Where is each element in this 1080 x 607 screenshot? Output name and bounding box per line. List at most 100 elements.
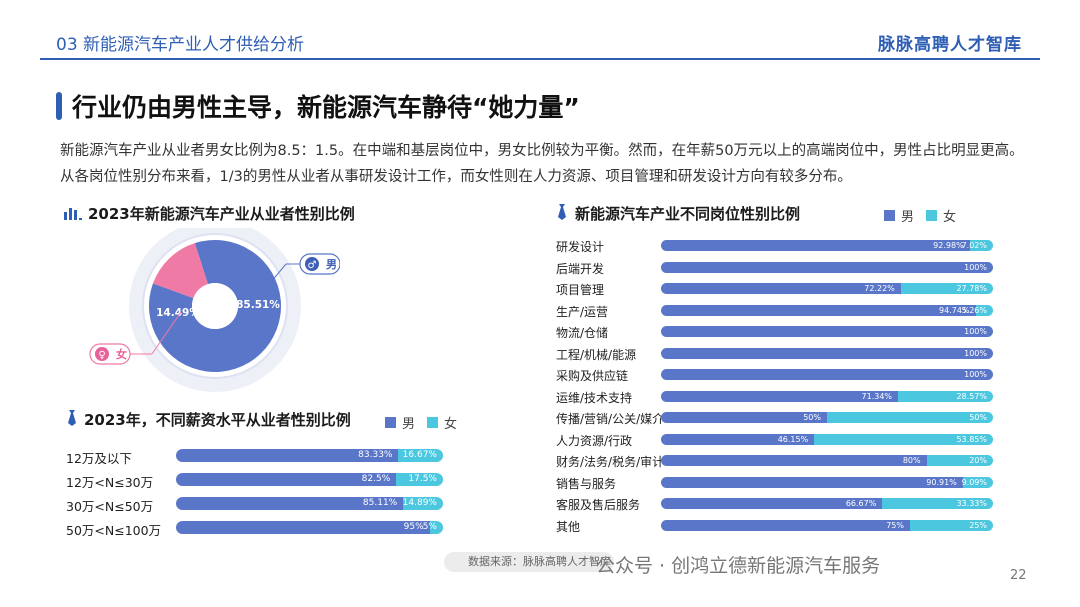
position-segment-female: 20%	[926, 455, 993, 466]
salary-value-label-male: 85.11%	[362, 498, 398, 508]
legend-male-label: 男	[402, 417, 416, 432]
legend2-female-swatch	[926, 210, 938, 221]
position-value-label-male: 75%	[886, 520, 904, 530]
watermark-text: 公众号 · 创鸿立德新能源汽车服务	[596, 555, 881, 577]
position-value-label-female: 20%	[969, 456, 987, 465]
salary-category-label: 30万<N≤50万	[66, 499, 154, 514]
position-segment-female: 53.85%	[814, 433, 993, 445]
position-value-label-female: 7.02%	[961, 241, 987, 250]
pie-chart-title: 2023年新能源汽车产业从业者性别比例	[88, 205, 355, 223]
position-value-label-male: 92.98%	[933, 241, 964, 250]
position-value-label-female: 33.33%	[956, 499, 987, 508]
position-category-label: 人力资源/行政	[556, 433, 633, 448]
position-category-label: 财务/法务/税务/审计	[556, 455, 665, 469]
position-segment-male: 92.98%	[661, 240, 970, 251]
position-category-label: 后端开发	[556, 261, 605, 276]
svg-text:♀: ♀	[98, 350, 105, 361]
female-callout-label: 女	[116, 347, 127, 361]
bar-chart-icon	[64, 208, 82, 220]
position-value-label-male: 100%	[964, 348, 987, 358]
legend2-female-label: 女	[943, 210, 957, 225]
position-bar: 72.22% 27.78%	[661, 283, 993, 294]
position-segment-female: 9.09%	[962, 476, 993, 488]
position-bar: 71.34% 28.57%	[661, 390, 993, 402]
position-value-label-male: 50%	[803, 413, 821, 422]
position-segment-female: 5.26%	[962, 304, 993, 316]
salary-bar: 85.11% 14.89%	[176, 497, 443, 510]
legend2-male-label: 男	[901, 210, 915, 225]
position-bar: 100%	[661, 347, 993, 359]
position-bar: 100%	[661, 326, 993, 337]
position-value-label-female: 27.78%	[956, 284, 987, 293]
position-category-label: 其他	[556, 519, 581, 534]
position-segment-male: 100%	[661, 326, 993, 337]
salary-value-label-male: 83.33%	[358, 450, 393, 460]
position-category-label: 销售与服务	[556, 476, 617, 491]
salary-segment-female: 16.67%	[398, 449, 443, 462]
position-bar: 100%	[661, 369, 993, 380]
salary-legend: 男 女	[385, 413, 457, 432]
position-value-label-male: 90.91%	[926, 477, 957, 487]
position-bar: 100%	[661, 261, 993, 273]
male-symbol-icon	[305, 257, 319, 271]
salary-bar: 95% 5%	[176, 521, 443, 534]
pie-slice-male	[148, 240, 281, 372]
page-title: 行业仍由男性主导，新能源汽车静待“她力量”	[72, 93, 580, 122]
female-callout-line	[151, 311, 182, 355]
position-category-label: 物流/仓储	[556, 326, 609, 340]
position-value-label-female: 25%	[969, 520, 987, 530]
position-category-label: 客服及售后服务	[556, 498, 641, 512]
tie-icon	[68, 410, 76, 426]
position-segment-male: 71.34%	[661, 390, 899, 402]
position-bar: 94.74% 5.26%	[661, 304, 993, 316]
legend-male-swatch	[385, 417, 396, 428]
position-category-label: 传播/营销/公关/媒介	[556, 412, 665, 426]
salary-value-label-female: 14.89%	[402, 498, 437, 508]
salary-bar: 83.33% 16.67%	[176, 449, 443, 462]
header-divider	[40, 58, 1040, 60]
salary-category-label: 12万<N≤30万	[66, 475, 154, 490]
position-bar: 75% 25%	[661, 519, 993, 531]
position-segment-male: 80%	[661, 455, 927, 466]
position-segment-male: 46.15%	[661, 433, 815, 445]
pie-hole	[192, 283, 238, 329]
page-number: 22	[1010, 568, 1027, 583]
position-value-label-male: 100%	[964, 370, 987, 379]
male-callout-label: 男	[326, 258, 337, 271]
position-legend: 男 女	[884, 206, 956, 225]
pie-label-male: 85.51%	[236, 299, 280, 311]
position-category-label: 运维/技术支持	[556, 390, 633, 405]
salary-segment-male: 95%	[176, 521, 430, 534]
position-segment-male: 94.74%	[661, 304, 976, 316]
position-category-label: 研发设计	[556, 240, 605, 254]
position-value-label-female: 53.85%	[956, 434, 987, 444]
salary-value-label-female: 5%	[422, 522, 437, 532]
salary-value-label-female: 17.5%	[408, 474, 437, 484]
position-value-label-male: 66.67%	[845, 499, 877, 508]
source-note: 数据来源：脉脉高聘人才智库	[444, 552, 614, 572]
position-bar: 66.67% 33.33%	[661, 498, 993, 509]
position-category-label: 生产/运营	[556, 304, 609, 319]
salary-segment-female: 17.5%	[396, 473, 443, 486]
salary-value-label-male: 82.5%	[361, 474, 391, 484]
salary-chart-title: 2023年，不同薪资水平从业者性别比例	[84, 411, 351, 429]
position-bar: 50% 50%	[661, 412, 993, 423]
position-segment-female: 50%	[827, 412, 993, 423]
position-segment-male: 75%	[661, 519, 910, 531]
salary-category-label: 50万<N≤100万	[66, 523, 162, 538]
position-segment-female: 7.02%	[962, 240, 993, 251]
salary-value-label-female: 16.67%	[402, 450, 437, 460]
position-value-label-male: 100%	[964, 262, 987, 272]
salary-segment-male: 85.11%	[176, 497, 404, 510]
salary-segment-female: 5%	[423, 521, 443, 534]
salary-segment-male: 83.33%	[176, 449, 399, 462]
position-segment-male: 100%	[661, 347, 993, 359]
position-category-label: 采购及供应链	[556, 369, 629, 383]
svg-text:♂: ♂	[308, 260, 317, 271]
position-segment-female: 33.33%	[882, 498, 993, 509]
header-brand: 脉脉高聘人才智库	[878, 35, 1022, 55]
position-segment-male: 100%	[661, 261, 993, 273]
position-segment-female: 27.78%	[900, 283, 993, 294]
salary-segment-female: 14.89%	[403, 497, 443, 510]
